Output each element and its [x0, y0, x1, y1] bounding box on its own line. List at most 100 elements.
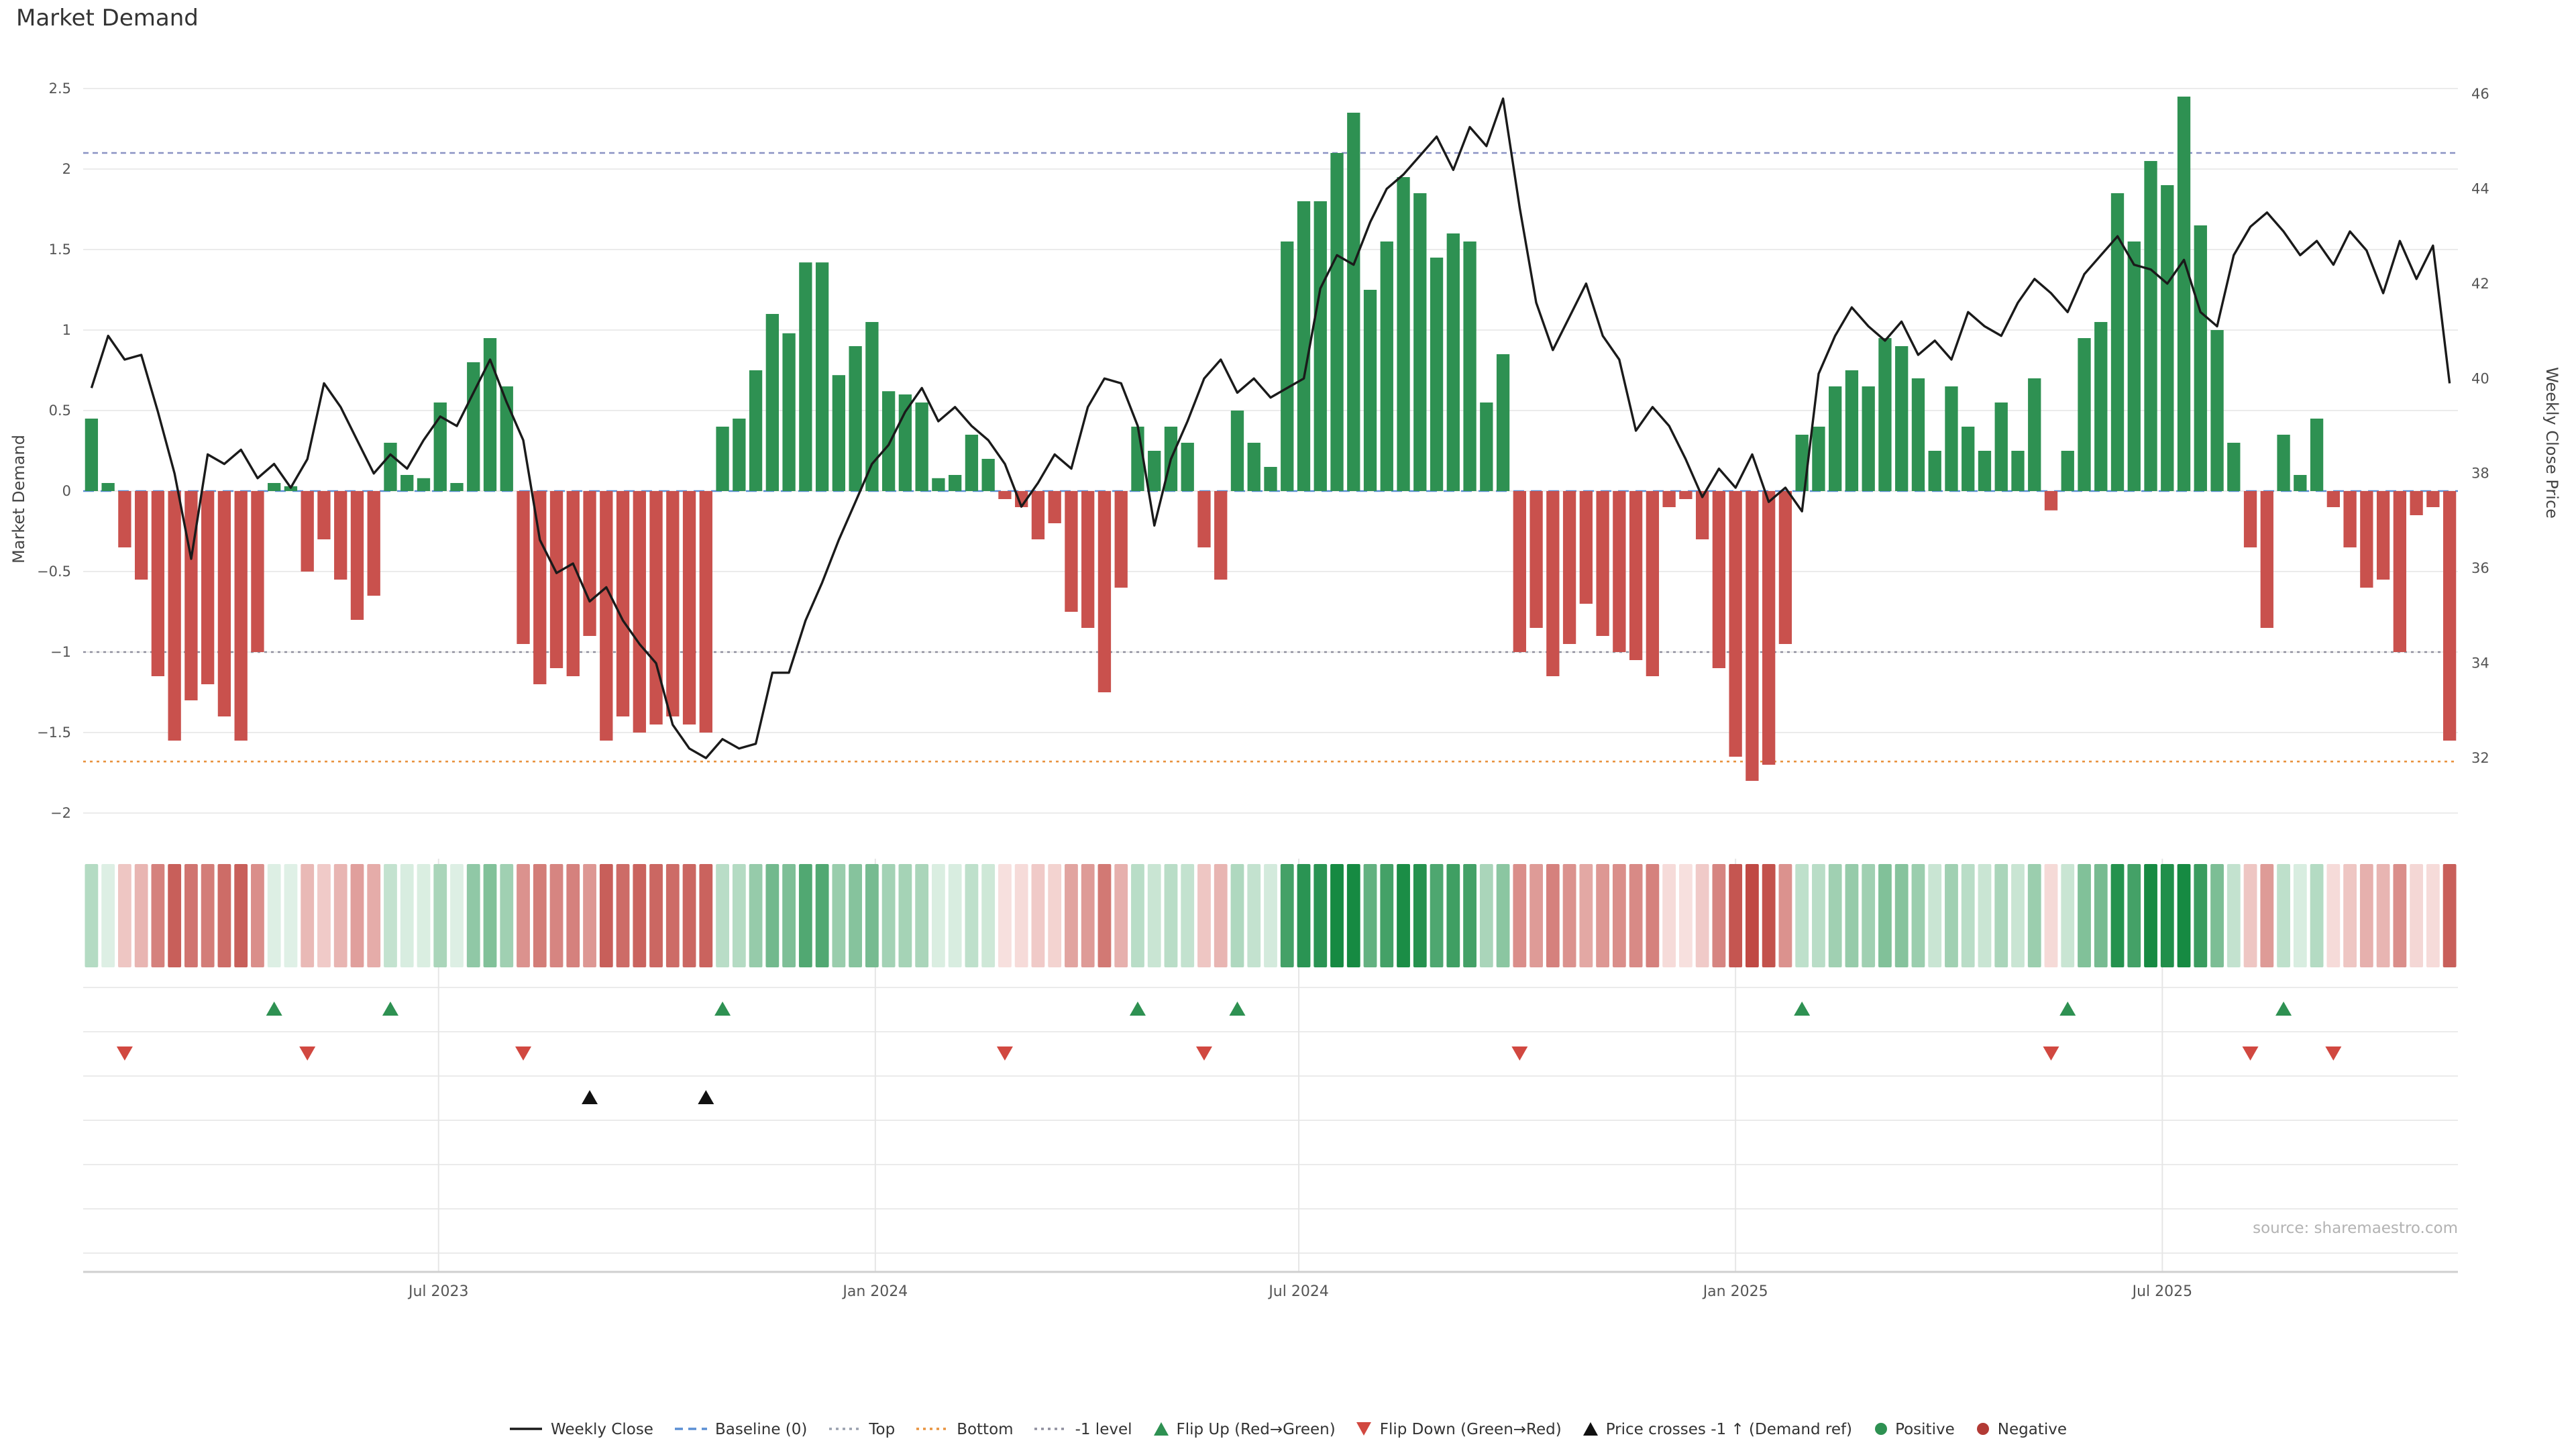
heatmap-cell — [500, 864, 514, 967]
demand-bar-positive — [85, 419, 99, 491]
flip-up-marker — [714, 1002, 731, 1016]
heatmap-cell — [2160, 864, 2174, 967]
heatmap-cell — [1430, 864, 1444, 967]
demand-bar-negative — [666, 491, 680, 716]
legend-item[interactable]: Weekly Close — [509, 1419, 653, 1438]
demand-bar-negative — [1762, 491, 1776, 765]
demand-bar-negative — [1097, 491, 1112, 692]
heatmap-cell — [1014, 864, 1028, 967]
heatmap-cell — [881, 864, 896, 967]
demand-bar-negative — [2410, 491, 2423, 515]
legend-item[interactable]: Flip Down (Green→Red) — [1356, 1419, 1562, 1438]
legend-item[interactable]: Flip Up (Red→Green) — [1152, 1419, 1336, 1438]
heatmap-cell — [1247, 864, 1261, 967]
heatmap-cell — [2376, 864, 2390, 967]
heatmap-cell — [2078, 864, 2091, 967]
heatmap-cell — [2194, 864, 2208, 967]
demand-bar-positive — [467, 362, 480, 491]
demand-bar-positive — [1945, 386, 1958, 491]
heatmap-cell — [367, 864, 381, 967]
heatmap-cell — [1214, 864, 1228, 967]
heatmap-cell — [2226, 864, 2241, 967]
flip-down-marker — [116, 1046, 133, 1061]
legend-item[interactable]: Bottom — [915, 1419, 1014, 1438]
flip-down-marker — [2242, 1046, 2259, 1061]
demand-bar-positive — [1978, 451, 1992, 491]
heatmap-cell — [1662, 864, 1676, 967]
demand-bar-negative — [1778, 491, 1792, 644]
heatmap-cell — [1330, 864, 1344, 967]
demand-tick-label: 2.5 — [49, 80, 71, 97]
heatmap-cell — [1562, 864, 1576, 967]
demand-bar-positive — [1380, 241, 1393, 491]
demand-bar-positive — [1928, 451, 1941, 491]
price-tick-label: 46 — [2471, 86, 2489, 102]
heatmap-cell — [1795, 864, 1809, 967]
price-cross-markers — [582, 1090, 714, 1104]
demand-bar-positive — [948, 475, 962, 491]
heatmap-cell — [1994, 864, 2008, 967]
demand-bar-positive — [101, 483, 115, 491]
heatmap-cell — [2027, 864, 2041, 967]
heatmap-cell — [417, 864, 431, 967]
heatmap-cell — [732, 864, 746, 967]
demand-bar-positive — [1297, 201, 1311, 491]
heatmap-cell — [1147, 864, 1161, 967]
demand-bar-negative — [217, 491, 231, 716]
demand-bar-positive — [1829, 386, 1842, 491]
demand-tick-label: 1.5 — [49, 241, 71, 258]
heatmap-cell — [716, 864, 729, 967]
price-tick-label: 32 — [2471, 750, 2489, 766]
price-cross-marker — [698, 1090, 714, 1104]
demand-bar-positive — [1363, 290, 1377, 491]
demand-bar-positive — [733, 419, 746, 491]
heatmap-cell — [1529, 864, 1543, 967]
legend-item[interactable]: Baseline (0) — [674, 1419, 807, 1438]
line-dotted-icon — [1034, 1421, 1069, 1437]
x-tick-label: Jul 2023 — [407, 1283, 469, 1300]
heatmap-cell — [1230, 864, 1244, 967]
heatmap-cell — [533, 864, 547, 967]
heatmap-cell — [1446, 864, 1460, 967]
legend-item[interactable]: Top — [827, 1419, 895, 1438]
legend-item[interactable]: Positive — [1872, 1419, 1955, 1438]
legend-item[interactable]: Negative — [1975, 1419, 2067, 1438]
heatmap-cell — [682, 864, 696, 967]
heatmap-cell — [616, 864, 630, 967]
price-tick-label: 44 — [2471, 180, 2489, 197]
heatmap-cell — [948, 864, 962, 967]
demand-bar-negative — [1513, 491, 1526, 652]
heatmap-cell — [1629, 864, 1643, 967]
flip-down-marker — [1195, 1046, 1212, 1061]
heatmap-cell — [251, 864, 264, 967]
flip-down-marker — [1511, 1046, 1528, 1061]
flip-down-marker — [515, 1046, 532, 1061]
demand-bar-positive — [865, 322, 879, 491]
demand-bar-positive — [1446, 233, 1460, 491]
triangle-down-icon — [1356, 1421, 1373, 1437]
demand-bar-positive — [1181, 443, 1194, 491]
legend-item[interactable]: -1 level — [1034, 1419, 1132, 1438]
heatmap-cell — [1911, 864, 1925, 967]
demand-bar-negative — [998, 491, 1012, 499]
heatmap-cell — [1894, 864, 1909, 967]
demand-bar-positive — [2094, 322, 2108, 491]
heatmap-cell — [633, 864, 647, 967]
heatmap-cell — [433, 864, 447, 967]
heatmap-cell — [1928, 864, 1942, 967]
legend-item-label: Flip Up (Red→Green) — [1176, 1419, 1336, 1438]
demand-bar-negative — [2044, 491, 2058, 511]
demand-bar-negative — [600, 491, 613, 741]
demand-bar-negative — [301, 491, 314, 572]
heatmap-cell — [849, 864, 863, 967]
demand-bar-positive — [765, 314, 779, 491]
demand-bar-negative — [1613, 491, 1626, 652]
heatmap-cell — [1065, 864, 1078, 967]
triangle-up-icon — [1582, 1421, 1599, 1437]
heatmap-cell — [1812, 864, 1825, 967]
heatmap-cell — [117, 864, 131, 967]
demand-bar-negative — [1031, 491, 1045, 539]
heatmap-cell — [749, 864, 763, 967]
heatmap-cell — [1828, 864, 1842, 967]
legend-item[interactable]: Price crosses -1 ↑ (Demand ref) — [1582, 1419, 1852, 1438]
